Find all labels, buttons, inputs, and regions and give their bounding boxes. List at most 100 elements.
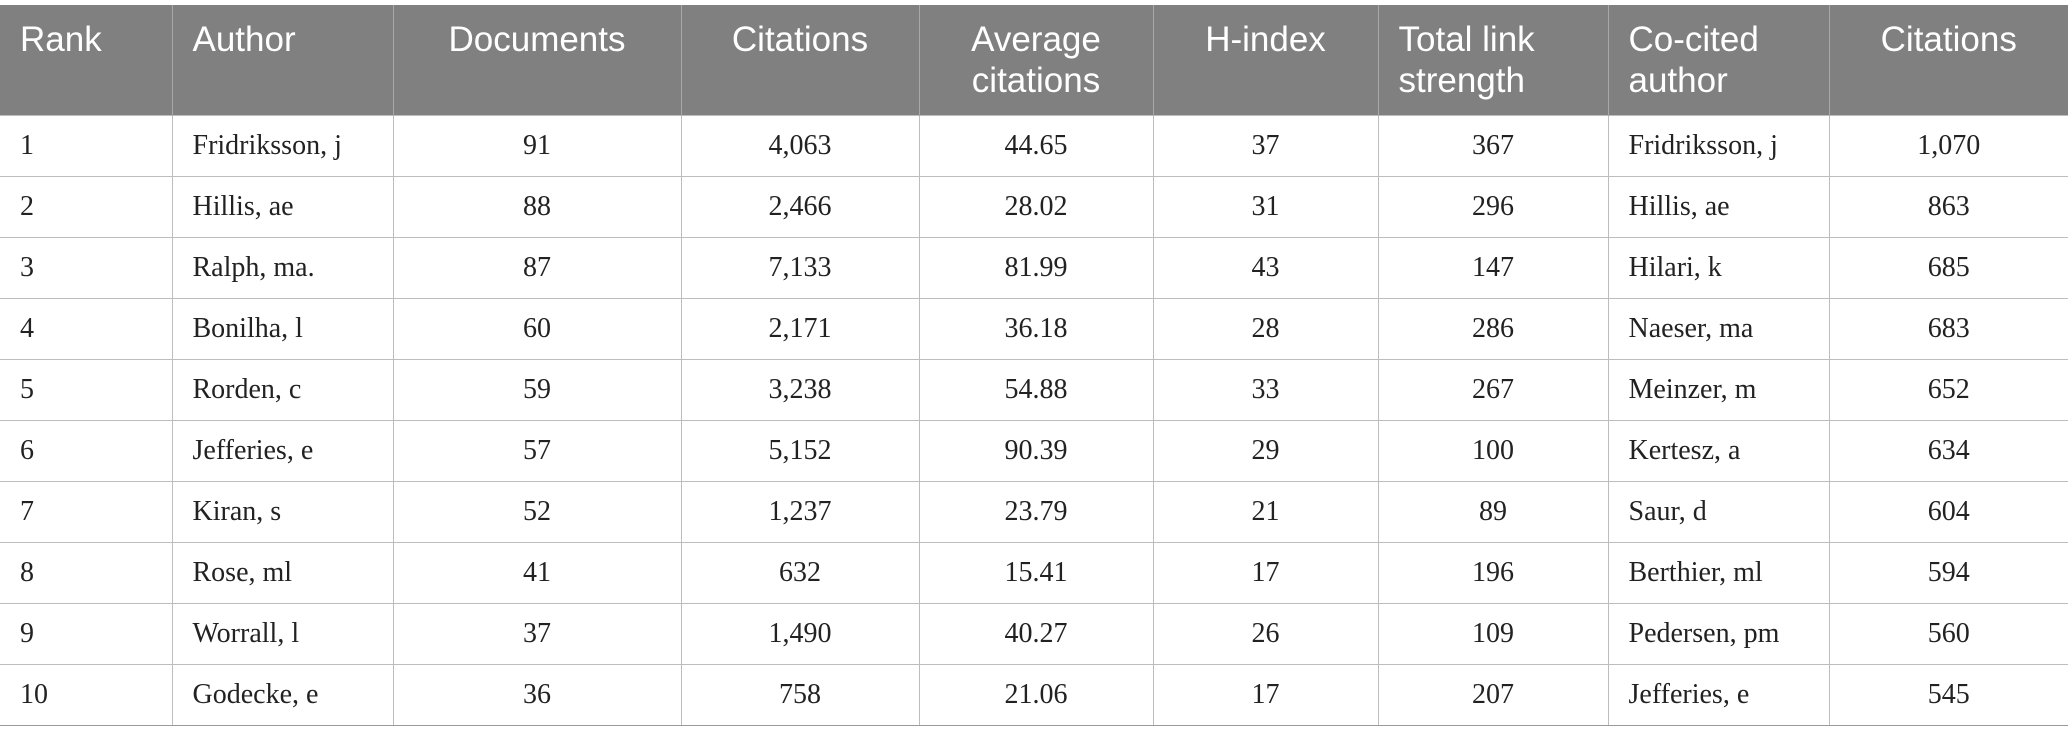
cell-total-link-strength: 89 bbox=[1377, 480, 1609, 543]
cell-author: Worrall, l bbox=[171, 602, 394, 665]
cell-total-link-strength: 296 bbox=[1377, 175, 1609, 238]
cell-co-cited-citations: 1,070 bbox=[1828, 114, 2068, 177]
cell-rank: 9 bbox=[0, 602, 173, 665]
cell-co-cited-citations: 683 bbox=[1828, 297, 2068, 360]
cell-co-cited-citations: 545 bbox=[1828, 663, 2068, 726]
cell-citations: 1,237 bbox=[680, 480, 920, 543]
table-row: 6 Jefferies, e 57 5,152 90.39 29 100 Kertesz, a… bbox=[0, 419, 2068, 482]
cell-rank: 8 bbox=[0, 541, 173, 604]
cell-total-link-strength: 367 bbox=[1377, 114, 1609, 177]
cell-citations: 2,466 bbox=[680, 175, 920, 238]
author-citations-table: Rank Author Documents Citations Average … bbox=[0, 5, 2068, 726]
cell-co-cited-author: Jefferies, e bbox=[1607, 663, 1830, 726]
cell-author: Rose, ml bbox=[171, 541, 394, 604]
cell-h-index: 28 bbox=[1152, 297, 1379, 360]
table-row: 5 Rorden, c 59 3,238 54.88 33 267 Meinzer, m 652 bbox=[0, 358, 2068, 421]
cell-h-index: 26 bbox=[1152, 602, 1379, 665]
cell-documents: 57 bbox=[392, 419, 682, 482]
header-citations: Citations bbox=[680, 5, 919, 115]
cell-average-citations: 40.27 bbox=[918, 602, 1154, 665]
cell-citations: 5,152 bbox=[680, 419, 920, 482]
cell-documents: 37 bbox=[392, 602, 682, 665]
table-row: 8 Rose, ml 41 632 15.41 17 196 Berthier, ml 594 bbox=[0, 541, 2068, 604]
cell-documents: 36 bbox=[392, 663, 682, 726]
author-table-container: Rank Author Documents Citations Average … bbox=[0, 5, 2068, 726]
cell-h-index: 17 bbox=[1152, 541, 1379, 604]
header-documents: Documents bbox=[392, 5, 681, 115]
cell-citations: 1,490 bbox=[680, 602, 920, 665]
cell-average-citations: 36.18 bbox=[918, 297, 1154, 360]
cell-average-citations: 15.41 bbox=[918, 541, 1154, 604]
cell-h-index: 37 bbox=[1152, 114, 1379, 177]
cell-h-index: 17 bbox=[1152, 663, 1379, 726]
cell-total-link-strength: 286 bbox=[1377, 297, 1609, 360]
cell-rank: 6 bbox=[0, 419, 173, 482]
cell-author: Fridriksson, j bbox=[171, 114, 394, 177]
cell-co-cited-citations: 594 bbox=[1828, 541, 2068, 604]
header-co-cited-author: Co-cited author bbox=[1607, 5, 1829, 115]
cell-co-cited-author: Fridriksson, j bbox=[1607, 114, 1830, 177]
cell-total-link-strength: 207 bbox=[1377, 663, 1609, 726]
table-row: 3 Ralph, ma. 87 7,133 81.99 43 147 Hilari, k 685 bbox=[0, 236, 2068, 299]
cell-documents: 60 bbox=[392, 297, 682, 360]
cell-co-cited-author: Hilari, k bbox=[1607, 236, 1830, 299]
table-row: 4 Bonilha, l 60 2,171 36.18 28 286 Naeser, ma 68… bbox=[0, 297, 2068, 360]
cell-total-link-strength: 109 bbox=[1377, 602, 1609, 665]
cell-co-cited-citations: 604 bbox=[1828, 480, 2068, 543]
cell-author: Hillis, ae bbox=[171, 175, 394, 238]
cell-co-cited-citations: 634 bbox=[1828, 419, 2068, 482]
cell-author: Kiran, s bbox=[171, 480, 394, 543]
cell-average-citations: 90.39 bbox=[918, 419, 1154, 482]
cell-h-index: 43 bbox=[1152, 236, 1379, 299]
cell-rank: 10 bbox=[0, 663, 173, 726]
cell-rank: 3 bbox=[0, 236, 173, 299]
cell-average-citations: 28.02 bbox=[918, 175, 1154, 238]
header-row: Rank Author Documents Citations Average … bbox=[0, 5, 2068, 115]
cell-rank: 2 bbox=[0, 175, 173, 238]
cell-citations: 2,171 bbox=[680, 297, 920, 360]
header-h-index: H-index bbox=[1152, 5, 1378, 115]
cell-h-index: 31 bbox=[1152, 175, 1379, 238]
cell-average-citations: 23.79 bbox=[918, 480, 1154, 543]
cell-co-cited-citations: 652 bbox=[1828, 358, 2068, 421]
cell-average-citations: 44.65 bbox=[918, 114, 1154, 177]
header-author: Author bbox=[171, 5, 393, 115]
cell-citations: 632 bbox=[680, 541, 920, 604]
table-row: 7 Kiran, s 52 1,237 23.79 21 89 Saur, d 604 bbox=[0, 480, 2068, 543]
cell-author: Jefferies, e bbox=[171, 419, 394, 482]
cell-co-cited-citations: 685 bbox=[1828, 236, 2068, 299]
cell-total-link-strength: 196 bbox=[1377, 541, 1609, 604]
table-body: 1 Fridriksson, j 91 4,063 44.65 37 367 Fridriks… bbox=[0, 114, 2068, 726]
cell-co-cited-author: Berthier, ml bbox=[1607, 541, 1830, 604]
table-row: 9 Worrall, l 37 1,490 40.27 26 109 Pedersen, pm… bbox=[0, 602, 2068, 665]
cell-author: Rorden, c bbox=[171, 358, 394, 421]
cell-citations: 3,238 bbox=[680, 358, 920, 421]
cell-rank: 5 bbox=[0, 358, 173, 421]
cell-co-cited-author: Naeser, ma bbox=[1607, 297, 1830, 360]
table-row: 2 Hillis, ae 88 2,466 28.02 31 296 Hillis, ae 86… bbox=[0, 175, 2068, 238]
cell-documents: 91 bbox=[392, 114, 682, 177]
cell-co-cited-citations: 863 bbox=[1828, 175, 2068, 238]
cell-author: Bonilha, l bbox=[171, 297, 394, 360]
cell-co-cited-author: Meinzer, m bbox=[1607, 358, 1830, 421]
cell-co-cited-author: Hillis, ae bbox=[1607, 175, 1830, 238]
table-row: 1 Fridriksson, j 91 4,063 44.65 37 367 Fridriks… bbox=[0, 114, 2068, 177]
cell-h-index: 33 bbox=[1152, 358, 1379, 421]
cell-rank: 7 bbox=[0, 480, 173, 543]
cell-h-index: 21 bbox=[1152, 480, 1379, 543]
table-header: Rank Author Documents Citations Average … bbox=[0, 5, 2068, 115]
cell-co-cited-author: Kertesz, a bbox=[1607, 419, 1830, 482]
cell-total-link-strength: 100 bbox=[1377, 419, 1609, 482]
cell-documents: 52 bbox=[392, 480, 682, 543]
cell-h-index: 29 bbox=[1152, 419, 1379, 482]
header-co-cited-citations: Citations bbox=[1828, 5, 2068, 115]
cell-citations: 758 bbox=[680, 663, 920, 726]
cell-documents: 41 bbox=[392, 541, 682, 604]
cell-average-citations: 54.88 bbox=[918, 358, 1154, 421]
cell-citations: 7,133 bbox=[680, 236, 920, 299]
header-average-citations: Average citations bbox=[918, 5, 1153, 115]
cell-author: Godecke, e bbox=[171, 663, 394, 726]
cell-average-citations: 81.99 bbox=[918, 236, 1154, 299]
cell-rank: 1 bbox=[0, 114, 173, 177]
